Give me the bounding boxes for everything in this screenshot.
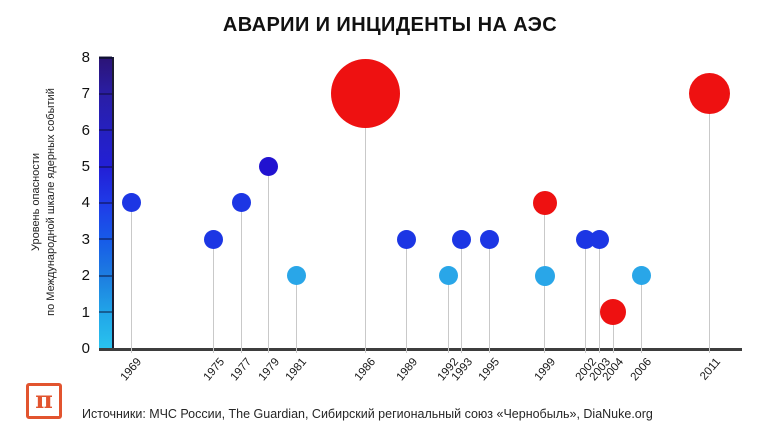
data-point [689,73,731,115]
data-point [121,193,141,213]
data-point [631,266,651,286]
sources-text: Источники: МЧС России, The Guardian, Сиб… [82,407,653,421]
colorbar-level-tick [99,311,112,314]
stem-line [364,93,366,353]
stem-line [709,93,711,353]
colorbar-level-tick [99,56,112,59]
data-point [534,265,555,286]
stem-line [599,239,601,353]
data-point [204,229,224,249]
stem-line [640,275,642,353]
colorbar-level-tick [99,238,112,241]
pi-logo: π [26,383,62,419]
stem-line [213,239,215,353]
x-axis-line [99,348,742,351]
colorbar-level-tick [99,165,112,168]
data-point [532,190,557,215]
y-tick-label: 3 [81,230,90,248]
y-tick-label: 1 [81,303,90,321]
stem-line [447,275,449,353]
stem-line [488,239,490,353]
y-tick-label: 8 [81,48,90,66]
stem-line [268,166,270,353]
stem-line [612,312,614,353]
y-tick-label: 7 [81,85,90,103]
y-tick-label: 2 [81,267,90,285]
data-point [259,157,279,176]
y-tick-label: 4 [81,194,90,212]
y-axis-label-line2: по Международной шкале ядерных событий [45,88,57,316]
y-tick-label: 6 [81,121,90,139]
colorbar-level-tick [99,274,112,277]
colorbar-level-tick [99,201,112,204]
data-point [286,266,306,286]
colorbar-level-tick [99,92,112,95]
data-point [479,229,499,249]
data-point [600,299,627,326]
y-tick-label: 0 [81,340,90,357]
x-tick-label: 2011 [698,356,724,383]
data-point [590,229,610,249]
stem-line [585,239,587,353]
y-axis-label: Уровень опасности по Международной шкале… [29,88,59,316]
stem-line [544,275,546,353]
data-point [438,266,458,286]
stem-line [461,239,463,353]
y-axis-label-line1: Уровень опасности [30,153,42,252]
colorbar-gradient [99,57,114,350]
colorbar-level-tick [99,129,112,132]
data-point [397,229,417,249]
data-point [231,193,251,213]
chart-title: АВАРИИ И ИНЦИДЕНТЫ НА АЭС [222,14,558,36]
stem-line [130,202,132,353]
data-point [452,229,472,249]
stem-line [406,239,408,353]
data-point [330,59,400,129]
stem-line [240,202,242,353]
pi-logo-glyph: π [35,385,53,414]
stem-line [295,275,297,353]
y-tick-label: 5 [81,158,90,175]
x-tick-label: 1969 [118,356,145,384]
